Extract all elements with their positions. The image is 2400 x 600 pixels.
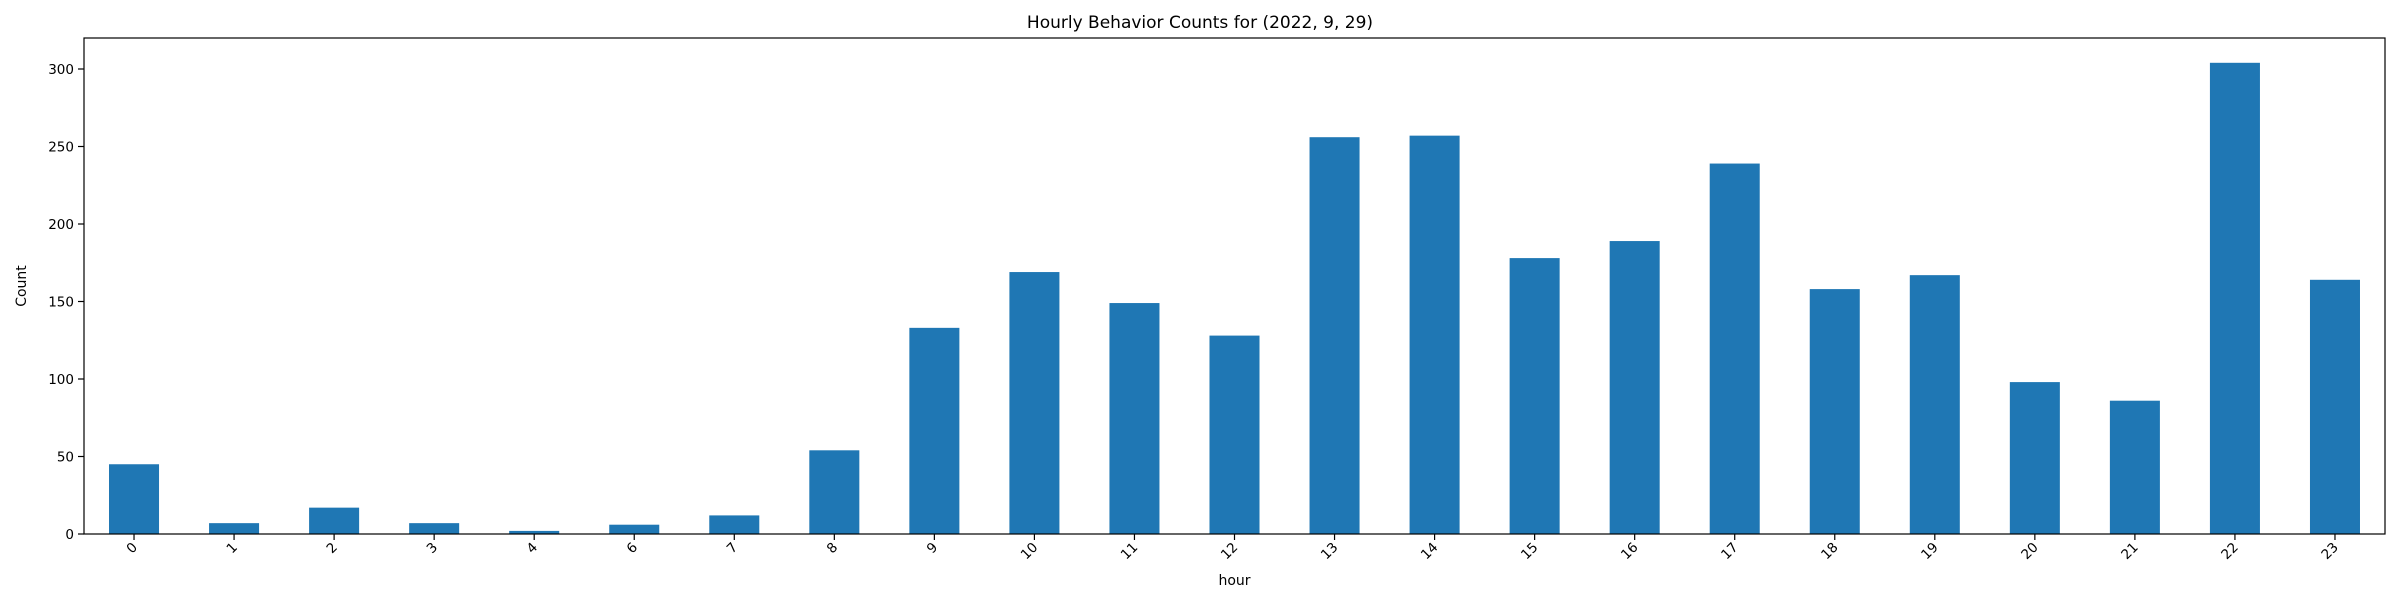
bar-hour-1	[209, 523, 260, 534]
y-axis: 0 50 100 150 200 250 300	[48, 62, 84, 543]
x-tick-label: 18	[1818, 540, 1841, 563]
x-tick-label: 12	[1218, 540, 1241, 563]
x-tick-label: 6	[624, 540, 641, 557]
x-tick-label: 21	[2118, 540, 2141, 563]
x-tick-label: 19	[1918, 540, 1941, 563]
x-tick-label: 10	[1018, 540, 1041, 563]
chart-title: Hourly Behavior Counts for (2022, 9, 29)	[1027, 13, 1373, 33]
x-tick-label: 11	[1118, 540, 1141, 563]
bar-hour-3	[409, 523, 460, 534]
x-axis: 0 1 2 3 4 6 7 8 9 10 11 12 13 14 15 16 17 18 19 20 21 22 23	[123, 534, 2342, 563]
y-axis-title: Count	[14, 265, 30, 307]
bar-hour-7	[709, 515, 760, 534]
y-tick-label: 150	[48, 295, 74, 311]
bar-hour-15	[1509, 258, 1560, 534]
x-tick-label: 23	[2318, 540, 2341, 563]
x-tick-label: 2	[324, 540, 341, 557]
bar-hour-16	[1609, 241, 1660, 535]
bar-hour-0	[109, 464, 160, 534]
bar-hour-8	[809, 450, 860, 534]
bar-hour-12	[1209, 335, 1260, 534]
x-tick-label: 1	[224, 540, 241, 557]
bar-hour-11	[1109, 303, 1160, 534]
x-tick-label: 8	[824, 540, 841, 557]
y-tick-label: 300	[48, 62, 74, 78]
bar-hour-9	[909, 327, 960, 534]
bars-group	[109, 62, 2360, 535]
bar-hour-18	[1809, 289, 1860, 534]
plot-frame	[83, 37, 2386, 535]
x-tick-label: 0	[123, 540, 140, 557]
x-tick-label: 16	[1618, 540, 1641, 563]
x-tick-label: 7	[724, 540, 741, 557]
x-tick-label: 17	[1718, 540, 1741, 563]
y-tick-label: 250	[48, 140, 74, 156]
bar-hour-20	[2009, 382, 2060, 534]
y-tick-label: 0	[65, 527, 74, 543]
x-tick-label: 13	[1318, 540, 1341, 563]
bar-hour-10	[1009, 272, 1060, 534]
bar-hour-6	[609, 524, 660, 534]
bar-hour-2	[309, 507, 360, 534]
bar-hour-22	[2209, 62, 2260, 535]
x-tick-label: 22	[2218, 540, 2241, 563]
x-tick-label: 9	[924, 540, 941, 557]
bar-hour-21	[2109, 400, 2160, 534]
bar-hour-23	[2309, 279, 2360, 534]
bar-hour-17	[1709, 163, 1760, 535]
bar-hour-19	[1909, 275, 1960, 534]
x-tick-label: 20	[2018, 540, 2041, 563]
x-tick-label: 3	[424, 540, 441, 557]
bar-hour-13	[1309, 137, 1360, 534]
y-tick-label: 50	[57, 450, 74, 466]
y-tick-label: 200	[48, 217, 74, 233]
bar-hour-4	[509, 530, 560, 534]
x-tick-label: 14	[1418, 540, 1441, 563]
bar-hour-14	[1409, 135, 1460, 534]
x-tick-label: 4	[524, 540, 541, 557]
x-tick-label: 15	[1518, 540, 1541, 563]
x-axis-title: hour	[1218, 573, 1250, 589]
y-tick-label: 100	[48, 372, 74, 388]
